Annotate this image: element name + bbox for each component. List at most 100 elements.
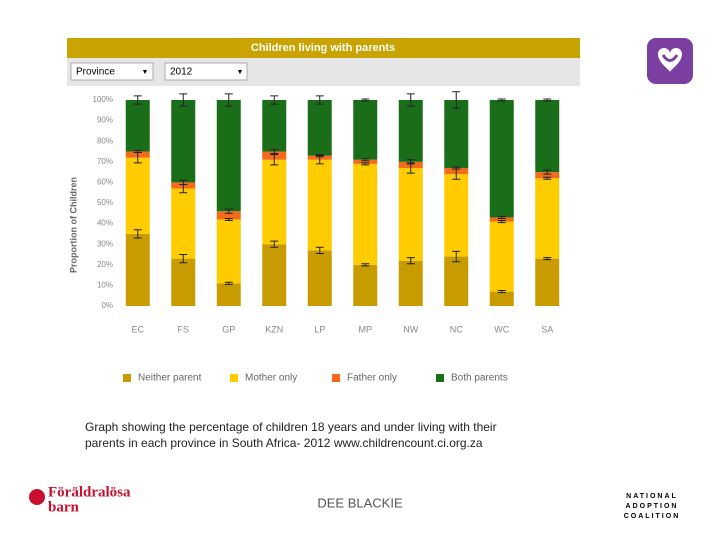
bar-segment [171, 258, 196, 306]
error-bar [270, 154, 279, 166]
logo-text: Föräldralösa [48, 484, 131, 500]
caption: parents in each province in South Africa… [85, 436, 483, 450]
error-bar [406, 257, 415, 265]
bar-segment [398, 100, 423, 162]
error-bar [315, 95, 324, 105]
error-bar [543, 98, 552, 102]
caption: Graph showing the percentage of children… [85, 420, 497, 434]
legend-swatch [436, 374, 444, 382]
error-bar [452, 166, 461, 170]
x-tick-label: FS [177, 324, 189, 334]
error-bar [543, 169, 552, 175]
bar-segment [125, 157, 150, 234]
error-bar [452, 250, 461, 263]
error-bar [497, 290, 506, 294]
dropdown[interactable] [70, 62, 154, 81]
y-tick-label: 30% [97, 239, 113, 248]
bar-segment [216, 283, 241, 306]
y-tick-label: 70% [97, 157, 113, 166]
bar-segment [489, 291, 514, 306]
error-bar [179, 179, 188, 185]
x-tick-label: EC [131, 324, 144, 334]
error-bar [452, 91, 461, 109]
error-bar [497, 220, 506, 224]
legend-label: Neither parent [138, 373, 202, 384]
dropdown[interactable] [164, 62, 248, 81]
bar-segment [398, 167, 423, 261]
y-tick-label: 100% [93, 95, 113, 104]
bar-segment [353, 159, 378, 164]
dropdown-text: Province [76, 67, 115, 78]
bar-segment [125, 100, 150, 152]
x-tick-label: MP [359, 324, 373, 334]
y-axis-label: Proportion of Children [68, 177, 78, 273]
x-tick-label: NC [450, 324, 463, 334]
bar-segment [444, 174, 469, 257]
error-bar [497, 98, 506, 102]
bar-segment [216, 219, 241, 284]
logo-smile [661, 54, 679, 62]
bar-segment [307, 159, 332, 251]
dropdown-arrow: ▼ [237, 69, 244, 76]
y-tick-label: 20% [97, 260, 113, 269]
bar-segment [262, 244, 287, 306]
bar-segment [444, 100, 469, 168]
x-tick-label: KZN [265, 324, 283, 334]
legend-swatch [123, 374, 131, 382]
plot: 0% 10% 20% 30% 40% 50% 60% 70% 80% 90% 100% EC FS GP K… [93, 91, 560, 384]
bar-segment [535, 100, 560, 173]
error-bar [224, 93, 233, 107]
bar-segment [307, 100, 332, 156]
x-tick-label: SA [541, 324, 553, 334]
legend-swatch [332, 374, 340, 382]
error-bar [361, 98, 370, 102]
logo-mark [29, 489, 45, 505]
y-tick-label: 60% [97, 178, 113, 187]
error-bar [133, 95, 142, 105]
logo-text: barn [48, 499, 80, 515]
error-bar [315, 246, 324, 254]
y-tick-label: 80% [97, 136, 113, 145]
error-bar [361, 162, 370, 166]
legend-swatch [230, 374, 238, 382]
bar-segment [307, 250, 332, 306]
bar-segment [262, 159, 287, 245]
bar-segment [489, 221, 514, 292]
error-bar [133, 149, 142, 154]
error-bar [406, 93, 415, 107]
y-tick-label: 10% [97, 281, 113, 290]
logo-text: ADOPTION [626, 503, 679, 510]
y-tick-label: 0% [101, 301, 113, 310]
x-tick-label: WC [494, 324, 509, 334]
bar-segment [353, 163, 378, 265]
x-tick-label: LP [314, 324, 325, 334]
bar-segment [535, 172, 560, 179]
footer: DEE BLACKIE [317, 495, 403, 510]
error-bar [133, 229, 142, 239]
bar-segment [535, 178, 560, 259]
y-tick-label: 90% [97, 116, 113, 125]
error-bar [179, 254, 188, 264]
bar-segment [216, 100, 241, 212]
bar-segment [353, 100, 378, 160]
bar-segment [535, 258, 560, 306]
legend-label: Both parents [451, 373, 508, 384]
error-bar [406, 159, 415, 165]
error-bar [270, 95, 279, 105]
x-tick-label: NW [403, 324, 418, 334]
chart-title: Children living with parents [251, 42, 395, 54]
logo-text: NATIONAL [626, 493, 678, 500]
bar-segment [444, 256, 469, 306]
error-bar [543, 257, 552, 261]
bar-segment [171, 100, 196, 183]
error-bar [179, 93, 188, 107]
error-bar [270, 148, 279, 155]
bar-segment [125, 233, 150, 306]
y-tick-label: 40% [97, 219, 113, 228]
error-bar [315, 154, 324, 158]
bar-segment [262, 100, 287, 152]
bar-segment [353, 264, 378, 306]
logo-text: COALITION [624, 513, 681, 520]
error-bar [224, 281, 233, 285]
